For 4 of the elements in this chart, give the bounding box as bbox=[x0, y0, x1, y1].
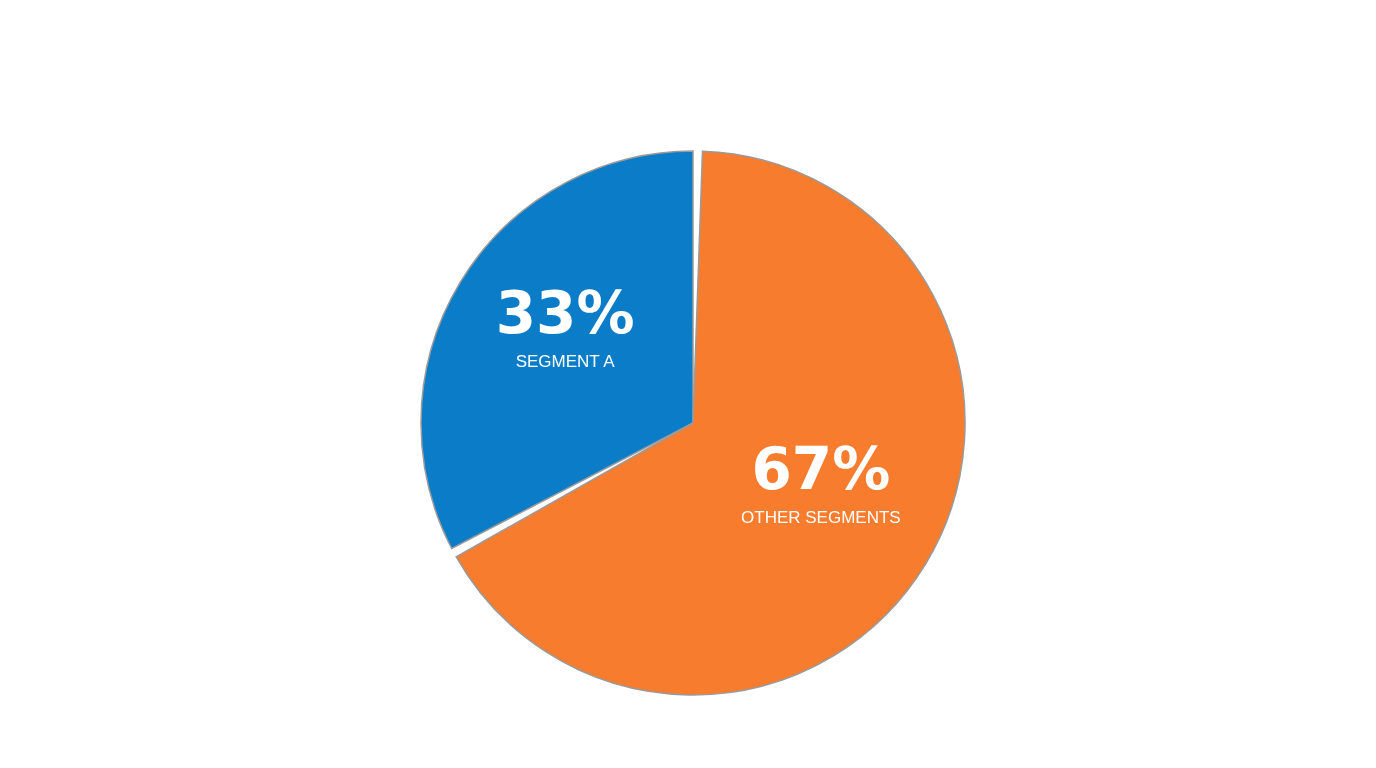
data-label: 67% bbox=[751, 434, 891, 503]
data-label: 33% bbox=[495, 279, 635, 348]
slice-label: SEGMENT A bbox=[515, 352, 616, 372]
slice-label: OTHER SEGMENTS bbox=[741, 507, 901, 527]
